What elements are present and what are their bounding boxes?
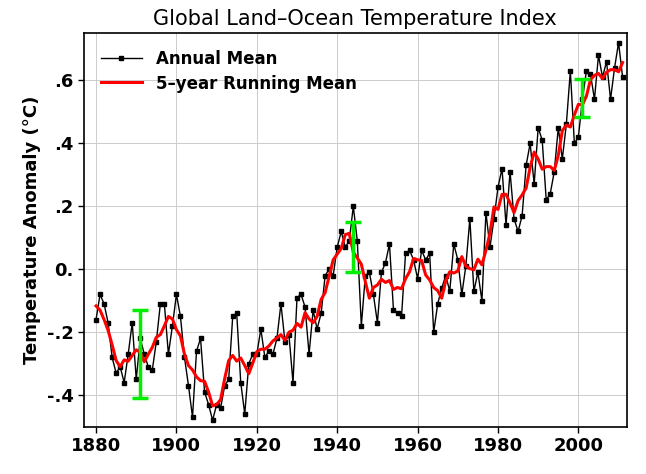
Annual Mean: [257, 326, 265, 332]
Annual Mean: [209, 418, 216, 423]
5–year Running Mean: [619, 60, 627, 65]
Annual Mean: [92, 317, 100, 322]
5–year Running Mean: [92, 303, 100, 309]
Line: 5–year Running Mean: 5–year Running Mean: [96, 63, 623, 406]
5–year Running Mean: [518, 192, 526, 198]
Line: Annual Mean: Annual Mean: [94, 40, 625, 423]
5–year Running Mean: [156, 332, 164, 337]
Annual Mean: [615, 40, 623, 46]
Annual Mean: [619, 74, 627, 80]
5–year Running Mean: [136, 349, 144, 355]
Legend: Annual Mean, 5–year Running Mean: Annual Mean, 5–year Running Mean: [92, 42, 365, 101]
Annual Mean: [273, 336, 281, 341]
Annual Mean: [518, 213, 526, 219]
Y-axis label: Temperature Anomaly (°C): Temperature Anomaly (°C): [23, 96, 41, 364]
5–year Running Mean: [209, 403, 216, 409]
5–year Running Mean: [522, 185, 530, 191]
Annual Mean: [522, 163, 530, 168]
5–year Running Mean: [273, 335, 281, 341]
Annual Mean: [136, 336, 144, 341]
5–year Running Mean: [257, 346, 265, 352]
Title: Global Land–Ocean Temperature Index: Global Land–Ocean Temperature Index: [154, 9, 557, 29]
Annual Mean: [156, 301, 164, 307]
